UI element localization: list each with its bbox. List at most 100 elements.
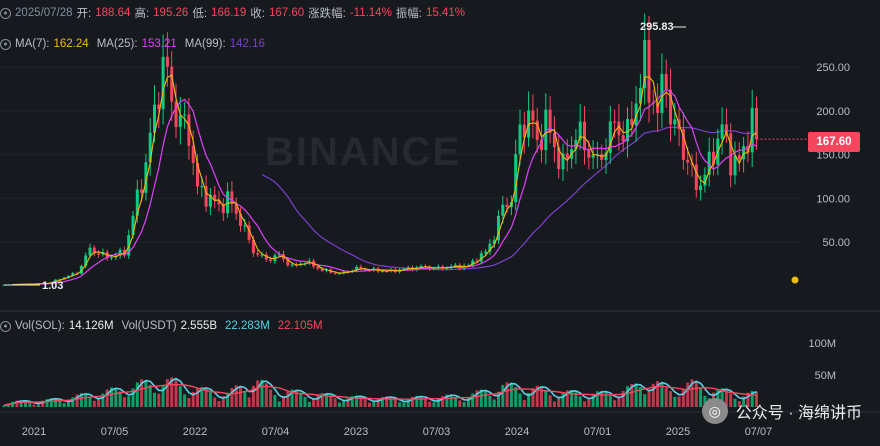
candle-body <box>565 153 569 159</box>
volume-bar <box>449 394 453 407</box>
candle-body <box>638 88 642 104</box>
candle-body <box>92 247 96 254</box>
volume-bar <box>587 398 591 407</box>
volume-axis: 100M 50M <box>808 338 836 382</box>
volume-bar <box>656 381 660 407</box>
ma99-path <box>261 126 757 271</box>
candle-body <box>488 243 492 252</box>
high-label: 高: <box>134 8 150 20</box>
candle-body <box>686 159 690 163</box>
volume-bar <box>97 398 101 407</box>
candle-body <box>260 254 264 256</box>
candle-body <box>703 174 707 186</box>
volume-bar <box>522 400 526 407</box>
candle-body <box>630 119 634 126</box>
volume-bar <box>720 388 724 407</box>
volume-bar <box>118 391 122 407</box>
volume-bar <box>428 401 432 407</box>
volume-bar <box>183 394 187 407</box>
candle-body <box>445 267 449 269</box>
volume-bar <box>746 392 750 407</box>
volume-bar <box>122 397 126 407</box>
volume-bar <box>221 396 225 407</box>
volume-bar <box>441 396 445 407</box>
volume-bar <box>15 400 19 407</box>
candle-body <box>497 215 500 241</box>
volume-bar <box>492 399 496 407</box>
time-tick-label: 07/03 <box>423 426 451 438</box>
eye-icon[interactable]: ● <box>0 38 11 50</box>
volume-bar <box>630 384 634 407</box>
volume-bar <box>570 390 574 407</box>
volume-bar <box>750 390 754 407</box>
brand-text: 公众号 · 海绵讲币 <box>735 405 862 422</box>
candle-body <box>359 266 363 270</box>
volume-bar <box>578 396 582 407</box>
candle-body <box>183 114 187 116</box>
volume-bar <box>479 389 483 407</box>
volume-bar <box>613 400 617 407</box>
volume-bar <box>600 390 604 407</box>
candle-body <box>208 194 212 207</box>
volume-bar <box>28 402 32 407</box>
time-tick-label: 2022 <box>183 426 207 438</box>
volume-bar <box>337 402 341 407</box>
ohlc-row: ● 2025/07/28 开: 188.64 高: 195.26 低: 166.… <box>0 6 469 20</box>
ohlc-date: 2025/07/28 <box>15 7 73 19</box>
candle-body <box>656 102 660 113</box>
volume-bar <box>191 391 195 407</box>
volume-bar <box>92 400 96 407</box>
candle-body <box>286 259 290 266</box>
volume-bar <box>230 387 234 407</box>
candle-body <box>226 191 230 214</box>
candle-body <box>501 204 505 216</box>
candle-body <box>737 155 741 160</box>
time-tick-label: 2024 <box>505 426 529 438</box>
volume-bar <box>307 401 311 407</box>
candle-body <box>681 129 685 160</box>
volume-bar <box>690 379 694 407</box>
volume-bar <box>419 396 423 407</box>
time-tick-label: 07/07 <box>745 426 773 438</box>
candle-body <box>234 203 238 214</box>
volume-bar <box>505 382 509 407</box>
candle-body <box>535 120 539 140</box>
candle-body <box>84 255 88 266</box>
candle-body <box>475 260 479 262</box>
candle-body <box>746 146 750 153</box>
candle-body <box>290 264 294 266</box>
eye-icon[interactable]: ● <box>0 7 11 19</box>
candle-body <box>153 104 156 133</box>
binance-watermark: BINANCE <box>265 130 462 174</box>
time-tick-label: 07/01 <box>584 426 612 438</box>
candle-body <box>71 273 75 276</box>
volume-bar <box>32 404 36 407</box>
volume-bar <box>333 398 337 407</box>
volume-bar <box>114 387 118 407</box>
volume-bar <box>79 393 83 407</box>
ma25-line <box>21 88 757 285</box>
volume-bar <box>488 395 492 407</box>
ma7-label: MA(7): <box>15 38 50 50</box>
volume-bar <box>694 382 698 407</box>
candle-body <box>518 124 522 155</box>
volume-bar <box>643 394 647 407</box>
eye-icon[interactable]: ● <box>0 320 11 332</box>
candle-body <box>617 121 621 136</box>
volume-bars <box>2 377 758 407</box>
wechat-logo-icon: ◎ <box>701 398 728 424</box>
candle-body <box>320 268 324 271</box>
candle-body <box>333 272 337 274</box>
volume-bar <box>669 391 672 407</box>
volume-bar <box>140 379 144 407</box>
candle-body <box>67 275 70 278</box>
volume-bar <box>256 380 260 407</box>
volume-bar <box>127 396 131 407</box>
candle-body <box>514 154 518 203</box>
candle-body <box>380 271 384 273</box>
volume-bar <box>325 393 328 407</box>
current-price-tag: 167.60 <box>808 132 860 152</box>
volume-bar <box>509 383 513 407</box>
volume-bar <box>376 398 380 407</box>
